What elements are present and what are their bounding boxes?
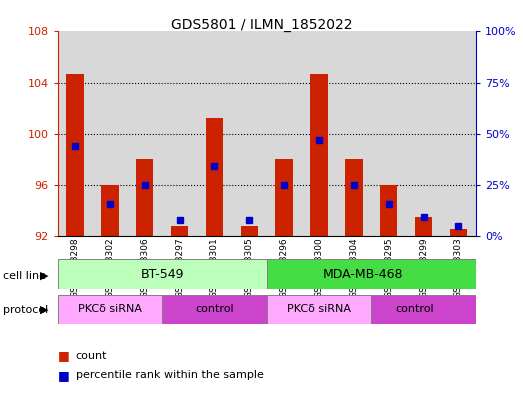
Bar [345,159,362,236]
Bar [162,295,267,324]
Bar [58,259,267,289]
Bar [310,73,328,236]
Text: MDA-MB-468: MDA-MB-468 [322,268,403,281]
Bar [415,217,433,236]
Bar [241,226,258,236]
Bar [380,185,397,236]
Bar [58,295,162,324]
Bar [101,185,119,236]
Text: ▶: ▶ [40,271,49,281]
Bar [371,295,476,324]
Text: protocol: protocol [3,305,48,315]
Bar [267,259,476,289]
Bar [267,295,371,324]
Bar [136,159,153,236]
Text: cell line: cell line [3,271,46,281]
Text: PKCδ siRNA: PKCδ siRNA [78,305,142,314]
Text: ■: ■ [58,369,69,382]
Bar [171,226,188,236]
Text: GDS5801 / ILMN_1852022: GDS5801 / ILMN_1852022 [170,18,353,32]
Text: count: count [76,351,107,361]
Bar [276,159,293,236]
Text: ■: ■ [58,349,69,362]
Text: percentile rank within the sample: percentile rank within the sample [76,370,264,380]
Text: control: control [195,305,234,314]
Bar [66,73,84,236]
Text: PKCδ siRNA: PKCδ siRNA [287,305,351,314]
Bar [206,118,223,236]
Text: BT-549: BT-549 [140,268,184,281]
Text: ▶: ▶ [40,305,49,315]
Bar [450,230,467,236]
Text: control: control [395,305,434,314]
